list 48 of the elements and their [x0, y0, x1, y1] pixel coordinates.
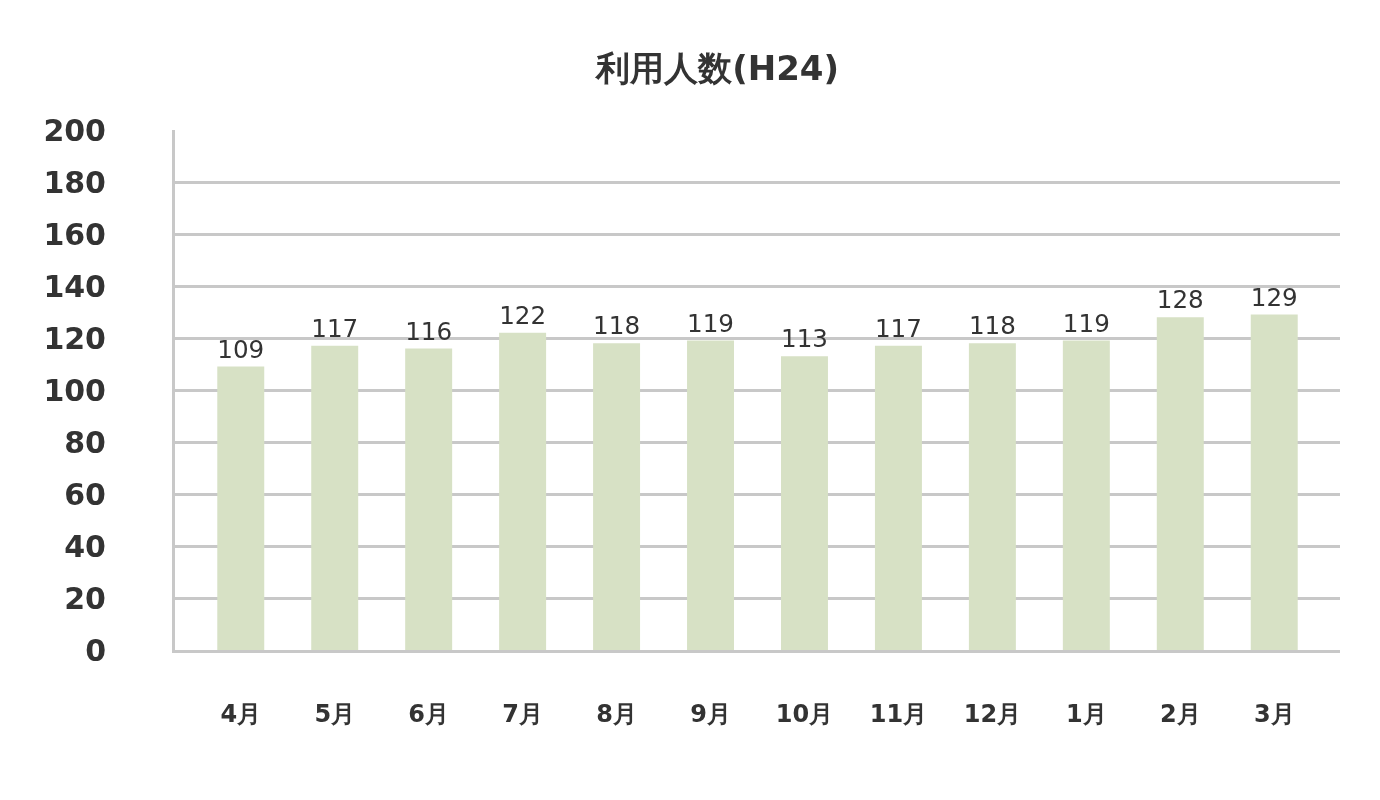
x-tick-label: 1月 [1065, 699, 1107, 728]
x-tick-label: 10月 [775, 699, 834, 728]
x-tick-label: 4月 [220, 699, 262, 728]
bar [968, 343, 1016, 650]
data-label: 117 [311, 314, 359, 344]
data-label: 119 [687, 308, 734, 338]
bar [217, 366, 265, 650]
x-tick-label: 11月 [869, 699, 928, 728]
data-label: 128 [1156, 285, 1204, 315]
bar [1250, 314, 1298, 650]
y-tick-label: 180 [43, 164, 106, 200]
x-tick-label: 8月 [596, 699, 637, 728]
bar [499, 332, 547, 650]
y-tick-label: 40 [64, 528, 106, 564]
chart-title: 利用人数(H24) [594, 47, 840, 88]
data-label: 117 [874, 314, 922, 344]
bar [1156, 317, 1204, 650]
data-label: 119 [1062, 308, 1110, 338]
y-tick-label: 120 [43, 320, 106, 356]
x-tick-label: 5月 [314, 699, 356, 728]
x-tick-label: 2月 [1159, 699, 1201, 728]
bar [593, 343, 641, 650]
data-label: 118 [593, 311, 641, 341]
x-tick-label: 12月 [963, 699, 1022, 728]
bar [311, 345, 359, 650]
data-label: 129 [1250, 282, 1298, 312]
bar [405, 348, 453, 650]
bar [687, 340, 735, 650]
bar [874, 345, 922, 650]
y-tick-label: 60 [64, 476, 106, 512]
y-tick-label: 20 [64, 580, 106, 616]
data-label: 109 [217, 334, 265, 364]
bar [780, 356, 828, 650]
y-tick-label: 160 [43, 216, 106, 252]
y-tick-label: 100 [43, 372, 106, 408]
x-tick-label: 7月 [502, 699, 543, 728]
data-label: 118 [968, 311, 1016, 341]
y-tick-label: 140 [43, 268, 106, 304]
data-label: 113 [781, 324, 828, 354]
x-tick-label: 9月 [690, 699, 731, 728]
x-tick-label: 6月 [408, 699, 450, 728]
y-tick-label: 200 [43, 112, 106, 148]
bar [1062, 340, 1110, 650]
y-tick-label: 0 [85, 632, 106, 668]
x-tick-label: 3月 [1253, 699, 1295, 728]
data-label: 116 [405, 316, 453, 346]
data-label: 122 [499, 301, 547, 331]
y-tick-label: 80 [64, 424, 106, 460]
